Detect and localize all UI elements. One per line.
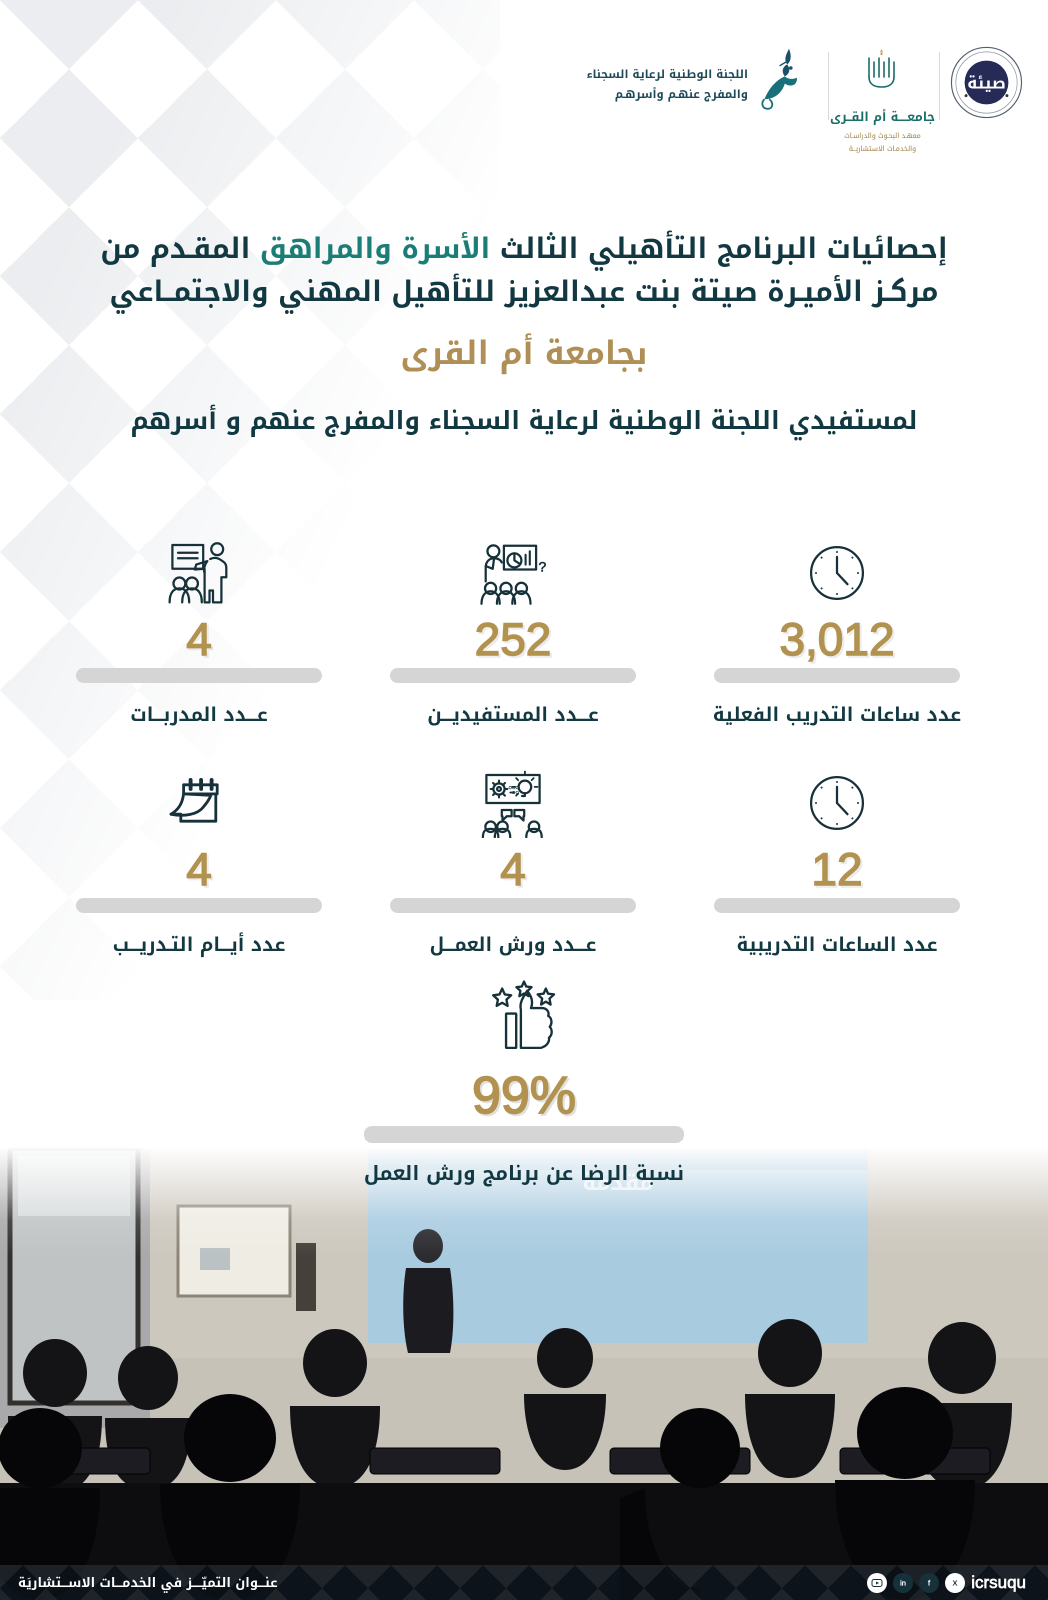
svg-text:f: f bbox=[927, 1578, 931, 1587]
svg-text:in: in bbox=[900, 1578, 907, 1587]
svg-text:صيئة: صيئة bbox=[967, 67, 1006, 98]
svg-text:?: ? bbox=[539, 558, 547, 574]
svg-text:X: X bbox=[952, 1579, 958, 1587]
